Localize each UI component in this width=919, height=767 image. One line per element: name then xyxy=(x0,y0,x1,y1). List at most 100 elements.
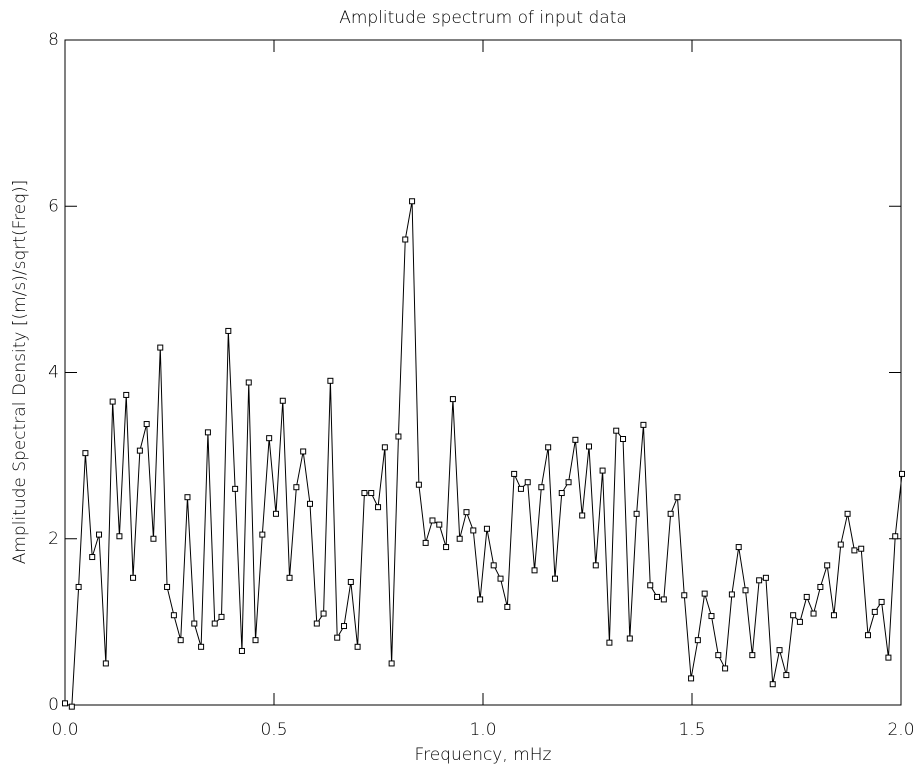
y-axis-label: Amplitude Spectral Density [(m/s)/sqrt(F… xyxy=(10,180,30,565)
data-point xyxy=(368,490,375,497)
data-point xyxy=(674,494,681,501)
data-point xyxy=(708,613,715,620)
data-point xyxy=(82,450,89,457)
x-tick-label: 2.0 xyxy=(887,720,914,740)
data-point xyxy=(232,485,239,492)
data-point xyxy=(511,470,518,477)
data-point xyxy=(681,592,688,599)
data-point xyxy=(272,510,279,517)
data-point xyxy=(551,575,558,582)
data-point xyxy=(415,481,422,488)
data-point xyxy=(640,421,647,428)
data-point xyxy=(626,635,633,642)
data-point xyxy=(858,545,865,552)
data-point xyxy=(728,591,735,598)
data-point xyxy=(143,421,150,428)
data-point xyxy=(735,544,742,551)
data-point xyxy=(320,610,327,617)
data-point xyxy=(483,525,490,532)
data-point xyxy=(742,587,749,594)
data-point xyxy=(123,391,130,398)
data-point xyxy=(796,618,803,625)
data-point xyxy=(286,574,293,581)
data-point xyxy=(354,643,361,650)
data-point xyxy=(116,533,123,540)
data-point xyxy=(749,652,756,659)
data-point xyxy=(470,527,477,534)
data-point xyxy=(68,703,75,710)
data-point xyxy=(157,344,164,351)
data-point xyxy=(109,398,116,405)
data-point xyxy=(592,562,599,569)
data-point xyxy=(449,396,456,403)
data-point xyxy=(572,436,579,443)
data-point xyxy=(402,236,409,243)
data-point xyxy=(864,632,871,639)
data-point xyxy=(130,574,137,581)
x-tick-label: 1.0 xyxy=(469,720,496,740)
y-tick-label: 8 xyxy=(48,30,59,50)
data-point xyxy=(306,500,313,507)
plot-frame xyxy=(64,39,902,706)
data-point xyxy=(313,620,320,627)
data-point xyxy=(191,620,198,627)
data-point xyxy=(660,596,667,603)
data-point xyxy=(899,470,906,477)
data-point xyxy=(218,613,225,620)
data-point xyxy=(238,647,245,654)
data-point xyxy=(170,612,177,619)
data-point xyxy=(225,327,232,334)
data-point xyxy=(722,665,729,672)
data-point xyxy=(252,637,259,644)
data-point xyxy=(633,510,640,517)
y-tick-label: 0 xyxy=(48,695,59,715)
data-point xyxy=(715,652,722,659)
data-point xyxy=(443,544,450,551)
data-point xyxy=(341,623,348,630)
data-point xyxy=(694,637,701,644)
data-point xyxy=(667,510,674,517)
data-point xyxy=(586,443,593,450)
data-point xyxy=(334,634,341,641)
data-point xyxy=(266,435,273,442)
data-point xyxy=(422,539,429,546)
data-point xyxy=(776,647,783,654)
y-tick-label: 4 xyxy=(48,363,59,383)
data-point xyxy=(490,562,497,569)
data-point xyxy=(293,484,300,491)
data-line xyxy=(64,201,903,708)
data-point xyxy=(762,574,769,581)
data-point xyxy=(388,660,395,667)
data-point xyxy=(613,427,620,434)
data-point xyxy=(688,675,695,682)
data-point xyxy=(892,533,899,540)
data-point xyxy=(361,490,368,497)
data-point xyxy=(783,672,790,679)
data-point xyxy=(851,547,858,554)
data-point xyxy=(347,578,354,585)
data-point xyxy=(204,429,211,436)
data-point xyxy=(429,517,436,524)
y-tick-label: 2 xyxy=(48,529,59,549)
data-point xyxy=(790,612,797,619)
data-point xyxy=(395,433,402,440)
data-point xyxy=(803,593,810,600)
data-point xyxy=(497,575,504,582)
data-point xyxy=(565,479,572,486)
data-point xyxy=(184,494,191,501)
data-point xyxy=(878,598,885,605)
data-point xyxy=(436,521,443,528)
data-point xyxy=(844,510,851,517)
data-point xyxy=(606,639,613,646)
x-tick-label: 0.0 xyxy=(51,720,78,740)
data-point xyxy=(769,681,776,688)
data-point xyxy=(756,577,763,584)
data-point xyxy=(198,643,205,650)
data-point xyxy=(524,479,531,486)
data-point xyxy=(102,660,109,667)
chart-title: Amplitude spectrum of input data xyxy=(339,8,627,28)
data-point xyxy=(538,484,545,491)
data-point xyxy=(620,436,627,442)
data-point xyxy=(327,377,334,384)
x-tick-label: 0.5 xyxy=(260,720,287,740)
